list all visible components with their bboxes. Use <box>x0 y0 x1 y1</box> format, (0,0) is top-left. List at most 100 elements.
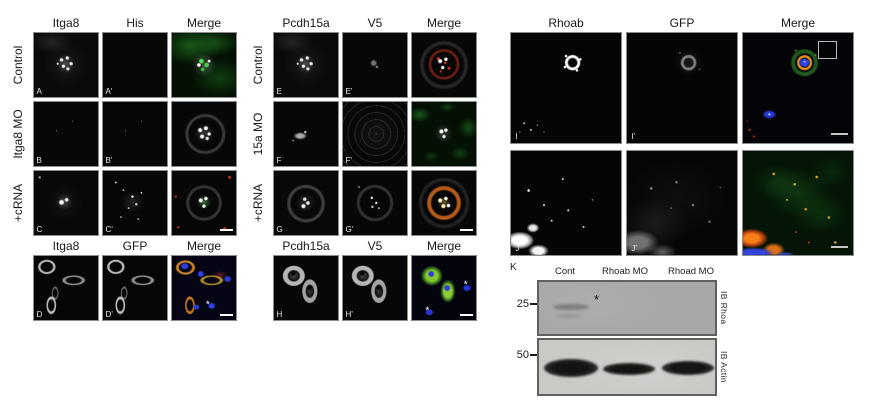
row-label-wrap: +cRNA <box>246 170 270 236</box>
micrograph-panel-I-prime: I' <box>626 32 738 144</box>
actin-band-cont <box>544 359 598 377</box>
micrograph-panel-merge <box>171 32 237 98</box>
micrograph-panel-merge <box>742 150 854 256</box>
inset-box <box>817 40 838 60</box>
row-label--crna: +cRNA <box>251 183 265 223</box>
micrograph-panel-merge <box>171 101 237 167</box>
panel-letter: F <box>276 155 282 165</box>
panel-letter: B' <box>105 155 113 165</box>
scale-bar <box>460 313 473 316</box>
mw-marker-25: 25 <box>511 298 538 310</box>
micrograph-panel-D-prime: D' <box>102 255 168 321</box>
column-header-merge: Merge <box>426 239 461 253</box>
row-label-itga8-mo: Itga8 MO <box>11 109 25 159</box>
micrograph-panel-merge <box>171 170 237 236</box>
blot-image-actin <box>537 338 717 396</box>
panel-row: I I' <box>510 32 854 144</box>
micrograph-panel-merge <box>411 32 477 98</box>
row-label-control: Control <box>11 45 25 85</box>
panel-row: D D' * <box>6 255 237 321</box>
mw-25-tick <box>530 303 538 305</box>
row-label-wrap <box>6 255 30 321</box>
panel-letter: G' <box>345 224 354 234</box>
micrograph-panel-merge: * <box>171 255 237 321</box>
column-header-merge: Merge <box>186 239 221 253</box>
panel-row: 15a MO F F' <box>246 101 477 167</box>
micrograph-panel-B: B <box>33 101 99 167</box>
column-headers: Pcdh15a V5 Merge <box>246 14 477 30</box>
row-label-wrap: +cRNA <box>6 170 30 236</box>
scale-bar <box>220 313 233 316</box>
panel-letter: B <box>36 155 42 165</box>
micrograph-panel-G: G <box>273 170 339 236</box>
western-blot-panel: K Cont Rhoab MO Rhoad MO 25 50 * IB Rhoa… <box>505 258 755 410</box>
column-header-gfp: GFP <box>122 239 148 253</box>
rhoa-band-cont-faint <box>556 314 581 318</box>
itga8-his-block: Itga8 His Merge Control A A' Itga8 MO B B' +cRNA C… <box>6 14 237 324</box>
column-header-rhoab: Rhoab <box>548 16 584 30</box>
panel-letter: G <box>276 224 283 234</box>
column-headers: Itga8 His Merge <box>6 14 237 30</box>
column-header-gfp: GFP <box>669 16 695 30</box>
row-label-wrap: Itga8 MO <box>6 101 30 167</box>
panel-letter: I <box>515 131 518 141</box>
panel-letter: A <box>36 86 42 96</box>
column-headers: Pcdh15a V5 Merge <box>246 239 477 253</box>
panel-letter: H' <box>345 309 353 319</box>
micrograph-panel-H-prime: H' <box>342 255 408 321</box>
panel-letter: J <box>515 243 520 253</box>
mw-50-label: 50 <box>516 349 529 361</box>
mw-25-label: 25 <box>516 298 529 310</box>
micrograph-panel-A: A <box>33 32 99 98</box>
micrograph-panel-merge <box>742 32 854 144</box>
column-header-merge: Merge <box>780 16 815 30</box>
micrograph-panel-F: F <box>273 101 339 167</box>
panel-row: Itga8 MO B B' <box>6 101 237 167</box>
micrograph-panel-J-prime: J' <box>626 150 738 256</box>
micrograph-panel-merge <box>411 170 477 236</box>
panel-letter: I' <box>631 131 636 141</box>
panel-row: J J' <box>510 150 854 256</box>
micrograph-panel-merge: * * <box>411 255 477 321</box>
panel-letter: H <box>276 309 283 319</box>
panel-letter: E <box>276 86 282 96</box>
asterisk-marker: * <box>205 299 210 311</box>
panel-letter: C <box>36 224 43 234</box>
row-label-wrap <box>246 255 270 321</box>
panel-row: Control E E' <box>246 32 477 98</box>
micrograph-panel-I: I <box>510 32 622 144</box>
panel-row: H H' * * <box>246 255 477 321</box>
column-header-merge: Merge <box>426 16 461 30</box>
asterisk-marker: * <box>463 279 468 291</box>
panel-letter: D' <box>105 309 113 319</box>
row-label-15a-mo: 15a MO <box>251 112 265 156</box>
panel-letter-k: K <box>510 262 517 273</box>
rhoab-gfp-block: Rhoab GFP Merge I I' J J' <box>510 14 854 262</box>
panel-letter: J' <box>631 243 637 253</box>
lane-label-rhoad-mo: Rhoad MO <box>668 266 714 277</box>
column-header-itga8: Itga8 <box>52 16 80 30</box>
panel-letter: E' <box>345 86 353 96</box>
column-header-v5: V5 <box>367 16 383 30</box>
column-header-itga8: Itga8 <box>52 239 80 253</box>
panel-letter: D <box>36 309 43 319</box>
panel-letter: A' <box>105 86 113 96</box>
column-header-pcdh15a: Pcdh15a <box>282 16 330 30</box>
asterisk-marker: * <box>425 305 430 317</box>
ib-actin-label: IB Actin <box>719 350 729 384</box>
pcdh15a-v5-block: Pcdh15a V5 Merge Control E E' 15a MO F F' +cRNA G G… <box>246 14 477 324</box>
row-label--crna: +cRNA <box>11 183 25 223</box>
micrograph-panel-merge <box>411 101 477 167</box>
blot-image-rhoa: * <box>537 280 717 336</box>
panel-row: Control A A' <box>6 32 237 98</box>
lane-label-rhoab-mo: Rhoab MO <box>602 266 648 277</box>
actin-band-rhoab-mo <box>603 363 655 375</box>
micrograph-panel-H: H <box>273 255 339 321</box>
actin-band-rhoad-mo <box>662 361 714 375</box>
column-headers: Itga8 GFP Merge <box>6 239 237 253</box>
micrograph-panel-F-prime: F' <box>342 101 408 167</box>
scale-bar <box>831 245 848 248</box>
scale-bar <box>220 228 233 231</box>
row-label-wrap: Control <box>6 32 30 98</box>
column-headers: Rhoab GFP Merge <box>510 14 854 30</box>
